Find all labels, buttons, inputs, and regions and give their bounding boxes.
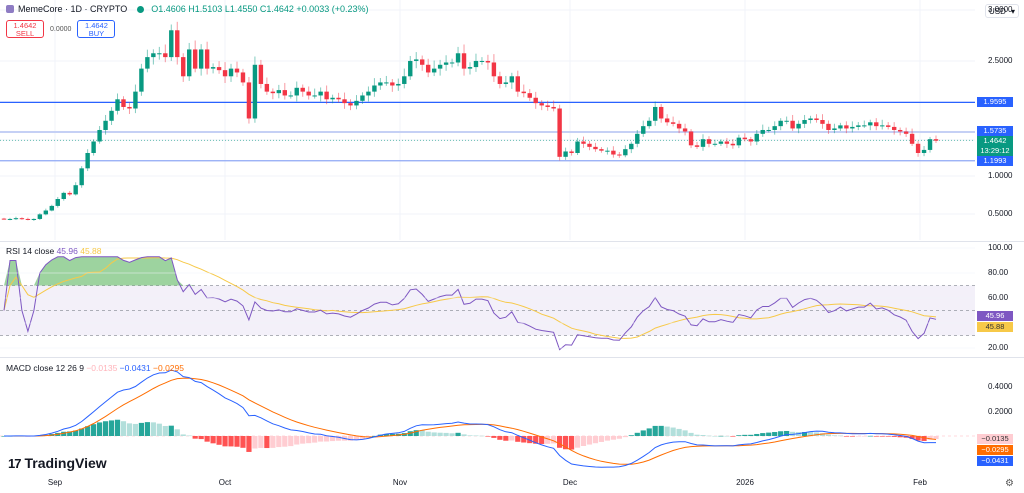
ohlc-values: O1.4606 H1.5103 L1.4550 C1.4642 +0.0033 … bbox=[151, 4, 368, 14]
time-tick-label: Oct bbox=[218, 478, 232, 487]
time-tick-label: Dec bbox=[562, 478, 578, 487]
sell-label: SELL bbox=[15, 29, 35, 38]
buy-price: 1.4642 bbox=[84, 21, 108, 30]
open-key: O bbox=[151, 4, 159, 14]
rsi-ma-value: 45.88 bbox=[80, 246, 102, 256]
close-value: 1.4642 bbox=[266, 4, 294, 14]
time-tick-label: Nov bbox=[392, 478, 408, 487]
symbol-title[interactable]: MemeCore · 1D · CRYPTO bbox=[18, 4, 128, 14]
currency-label: USD bbox=[989, 7, 1006, 16]
axis-tick-label: 2.5000 bbox=[988, 56, 1013, 65]
time-tick-label: Sep bbox=[47, 478, 63, 487]
axis-tick-label: 20.00 bbox=[988, 343, 1009, 352]
price-tag: −0.0135 bbox=[977, 434, 1013, 444]
macd-signal-value: −0.0295 bbox=[153, 363, 184, 373]
currency-selector[interactable]: USD ▾ bbox=[985, 4, 1019, 18]
tradingview-wordmark: TradingView bbox=[24, 455, 107, 471]
price-tag: −0.0295 bbox=[977, 445, 1013, 455]
macd-title[interactable]: MACD close 12 26 9 bbox=[6, 363, 84, 373]
buy-label: BUY bbox=[88, 29, 105, 38]
time-tick-label: 2026 bbox=[736, 478, 754, 487]
tradingview-mark-icon: 17 bbox=[8, 455, 22, 471]
price-pane[interactable] bbox=[0, 0, 1024, 240]
price-tag: 1.5735 bbox=[977, 126, 1013, 136]
change-value: +0.0033 (+0.23%) bbox=[296, 4, 369, 14]
price-tag: −0.0431 bbox=[977, 456, 1013, 466]
price-tag: 45.88 bbox=[977, 322, 1013, 332]
chevron-down-icon: ▾ bbox=[1010, 7, 1015, 16]
macd-hist-value: −0.0135 bbox=[86, 363, 118, 373]
pane-divider[interactable] bbox=[0, 357, 1024, 358]
rsi-value: 45.96 bbox=[56, 246, 78, 256]
time-tick-label: Feb bbox=[913, 478, 927, 487]
axis-tick-label: 0.5000 bbox=[988, 209, 1013, 218]
price-tag: 1.1993 bbox=[977, 156, 1013, 166]
trade-buttons: 1.4642 SELL 0.0000 1.4642 BUY bbox=[6, 20, 116, 38]
rsi-title[interactable]: RSI 14 close bbox=[6, 246, 55, 256]
axis-tick-label: 0.2000 bbox=[988, 407, 1013, 416]
market-status-icon bbox=[137, 5, 145, 13]
price-tag: 1.9595 bbox=[977, 97, 1013, 107]
low-value: 1.4550 bbox=[229, 4, 258, 14]
spread-value: 0.0000 bbox=[50, 25, 72, 33]
axis-tick-label: 1.0000 bbox=[988, 171, 1013, 180]
axis-tick-label: 80.00 bbox=[988, 268, 1009, 277]
pane-divider[interactable] bbox=[0, 241, 1024, 242]
sell-price: 1.4642 bbox=[13, 21, 37, 30]
sell-button[interactable]: 1.4642 SELL bbox=[6, 20, 44, 38]
symbol-icon bbox=[6, 5, 14, 13]
tradingview-logo[interactable]: 17 TradingView bbox=[8, 455, 107, 471]
axis-tick-label: 0.4000 bbox=[988, 382, 1013, 391]
high-key: H bbox=[188, 4, 195, 14]
settings-gear-icon[interactable]: ⚙ bbox=[1005, 478, 1014, 489]
close-key: C bbox=[259, 4, 267, 14]
open-value: 1.4606 bbox=[158, 4, 186, 14]
axis-tick-label: 60.00 bbox=[988, 293, 1009, 302]
macd-legend: MACD close 12 26 9 −0.0135 −0.0431 −0.02… bbox=[6, 363, 184, 373]
low-key: L bbox=[224, 4, 230, 14]
price-tag: 1.4642 13:29:12 bbox=[977, 136, 1013, 156]
buy-button[interactable]: 1.4642 BUY bbox=[77, 20, 116, 38]
rsi-legend: RSI 14 close 45.96 45.88 bbox=[6, 246, 102, 256]
high-value: 1.5103 bbox=[194, 4, 223, 14]
macd-line-value: −0.0431 bbox=[119, 363, 151, 373]
axis-tick-label: 3.0000 bbox=[988, 5, 1013, 14]
price-tag: 45.96 bbox=[977, 311, 1013, 321]
axis-tick-label: 100.00 bbox=[988, 243, 1013, 252]
symbol-legend: MemeCore · 1D · CRYPTO O1.4606 H1.5103 L… bbox=[6, 4, 368, 14]
